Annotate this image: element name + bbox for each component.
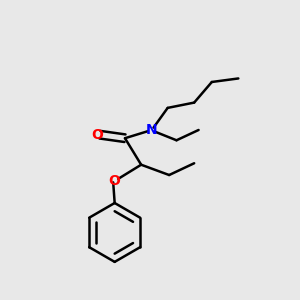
- Text: N: N: [146, 123, 157, 137]
- Text: O: O: [109, 174, 121, 188]
- Text: O: O: [91, 128, 103, 142]
